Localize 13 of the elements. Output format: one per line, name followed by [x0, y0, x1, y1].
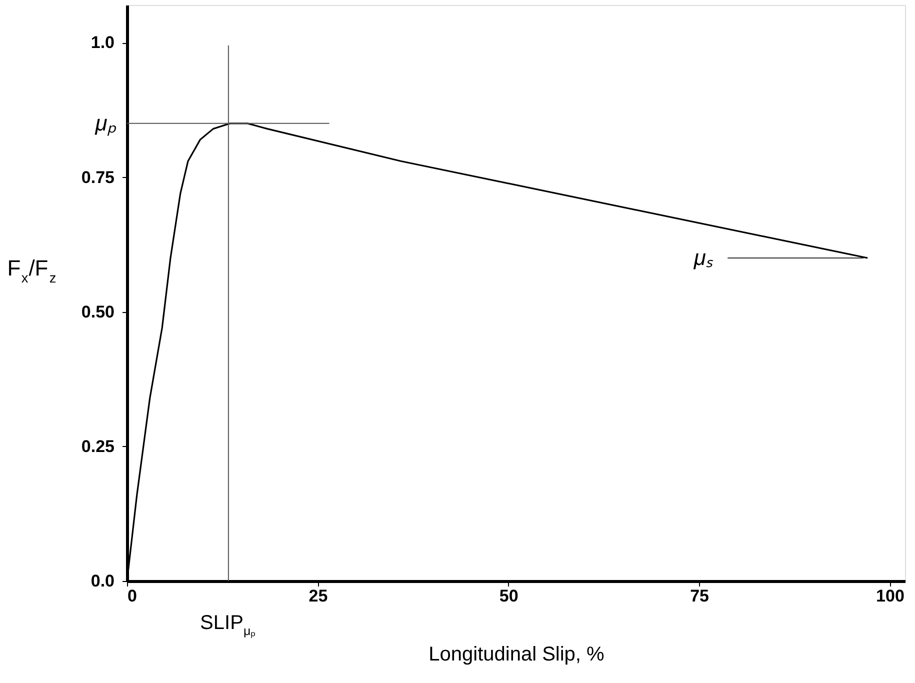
ref-line-label: μₚ	[94, 110, 116, 136]
x-tick-label: 25	[308, 586, 328, 606]
x-tick-label: 100	[876, 586, 904, 606]
y-tick-label: 0.50	[81, 302, 114, 322]
y-tick-label: 0.75	[81, 168, 114, 187]
y-tick-label: 1.0	[90, 33, 114, 52]
x-tick-label: 50	[499, 586, 518, 606]
x-axis-title: Longitudinal Slip, %	[428, 644, 605, 666]
y-tick-label: 0.25	[81, 436, 114, 456]
y-tick-label: 0.0	[90, 572, 114, 590]
x-tick-label: 0	[128, 586, 137, 606]
annotation: μₛ	[692, 245, 714, 270]
x-tick-label: 75	[690, 586, 710, 606]
